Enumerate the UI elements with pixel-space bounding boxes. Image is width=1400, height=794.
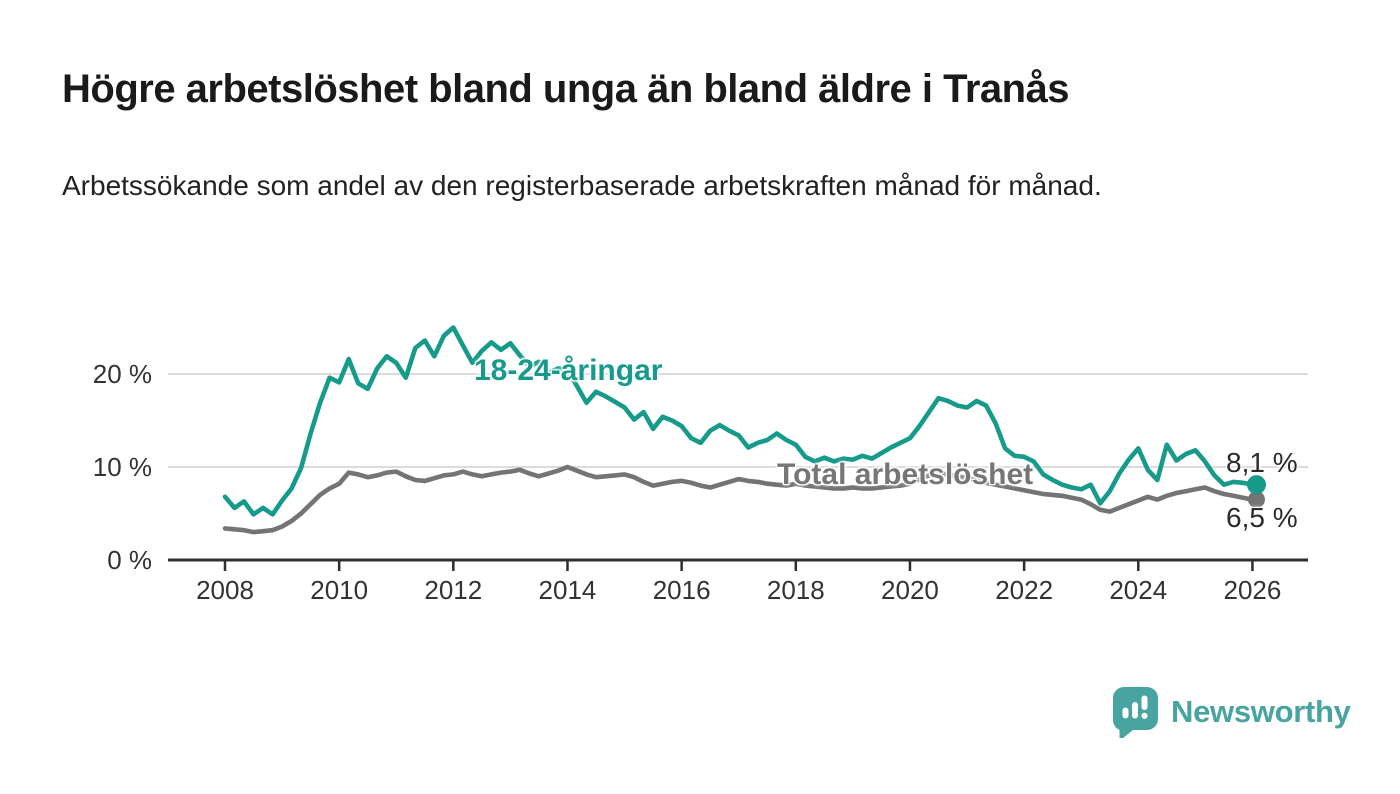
end-value-label-total: 6,5 % (1226, 502, 1298, 533)
series-label-young: 18-24-åringar (474, 354, 663, 387)
x-tick-label: 2014 (538, 575, 597, 605)
x-tick-label: 2010 (310, 575, 369, 605)
series-end-dot-total (1247, 491, 1265, 509)
x-tick-label: 2016 (652, 575, 711, 605)
x-tick-label: 2022 (995, 575, 1054, 605)
y-tick-label: 0 % (107, 545, 152, 575)
x-tick-label: 2012 (424, 575, 483, 605)
x-tick-label: 2018 (766, 575, 825, 605)
y-tick-label: 20 % (92, 359, 152, 389)
series-line-total (222, 464, 1255, 535)
y-tick-label: 10 % (92, 452, 152, 482)
newsworthy-branding: Newsworthy (1112, 686, 1351, 738)
x-tick-label: 2024 (1109, 575, 1168, 605)
series-line-young (222, 325, 1255, 517)
series-label-total: Total arbetslöshet (777, 458, 1034, 491)
series-end-dot-young (1246, 475, 1266, 495)
page-title: Högre arbetslöshet bland unga än bland ä… (62, 67, 1070, 111)
x-tick-label: 2026 (1223, 575, 1282, 605)
end-value-label-young: 8,1 % (1226, 447, 1298, 478)
newsworthy-logo-icon (1112, 687, 1158, 738)
x-tick-label: 2008 (196, 575, 254, 605)
newsworthy-logo-text: Newsworthy (1171, 694, 1351, 729)
x-tick-label: 2020 (881, 575, 939, 605)
chart-subtitle: Arbetssökande som andel av den registerb… (62, 170, 1102, 201)
